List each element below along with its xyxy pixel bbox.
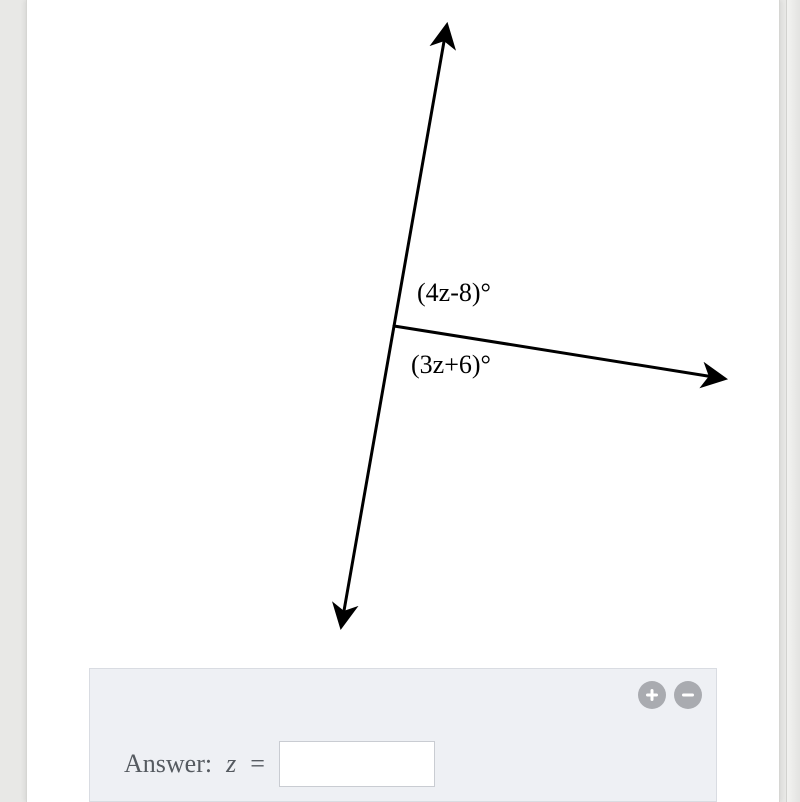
geometry-diagram: (4z-8)° (3z+6)°	[27, 0, 779, 640]
angle-label-upper: (4z-8)°	[417, 278, 491, 308]
page-card: (4z-8)° (3z+6)° Answer: z =	[26, 0, 780, 802]
ray-down	[342, 326, 394, 621]
equals-sign: =	[250, 749, 265, 779]
answer-panel: Answer: z =	[89, 668, 717, 802]
answer-row: Answer: z =	[124, 741, 435, 787]
answer-label: Answer:	[124, 749, 212, 779]
plus-icon	[644, 687, 660, 703]
answer-variable: z	[226, 749, 236, 779]
decrease-button[interactable]	[674, 681, 702, 709]
answer-input[interactable]	[279, 741, 435, 787]
minus-icon	[680, 687, 696, 703]
angle-label-lower: (3z+6)°	[411, 350, 491, 380]
increase-button[interactable]	[638, 681, 666, 709]
scrollbar-track[interactable]	[786, 0, 800, 802]
panel-controls	[638, 681, 702, 709]
diagram-svg	[27, 0, 779, 640]
